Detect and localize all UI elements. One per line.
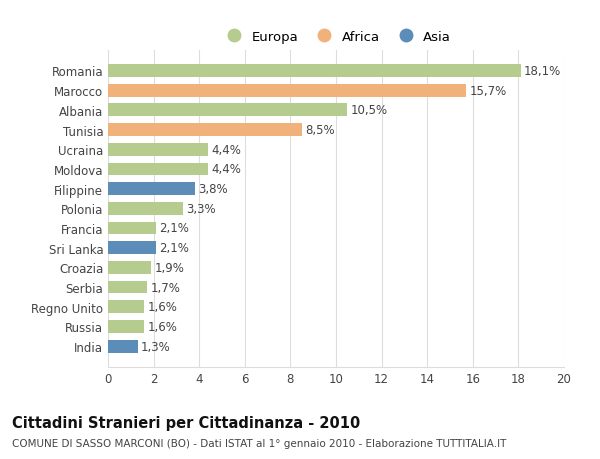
Bar (108, 202, 183, 215)
Text: 3,3%: 3,3% (187, 202, 216, 215)
Text: 10,5%: 10,5% (351, 104, 388, 117)
Text: Cittadini Stranieri per Cittadinanza - 2010: Cittadini Stranieri per Cittadinanza - 2… (12, 415, 360, 431)
Bar (108, 65, 521, 78)
Text: 1,9%: 1,9% (155, 261, 185, 274)
Bar (108, 242, 156, 255)
Bar (108, 281, 147, 294)
Text: 2,1%: 2,1% (160, 242, 189, 255)
Text: 1,3%: 1,3% (141, 340, 171, 353)
Bar (108, 104, 347, 117)
Text: 1,7%: 1,7% (150, 281, 180, 294)
Bar (108, 320, 145, 333)
Text: 4,4%: 4,4% (212, 163, 242, 176)
Bar (108, 340, 137, 353)
Bar (108, 84, 466, 97)
Bar (108, 183, 194, 196)
Bar (108, 301, 145, 313)
Legend: Europa, Africa, Asia: Europa, Africa, Asia (215, 25, 457, 49)
Bar (108, 144, 208, 156)
Text: 4,4%: 4,4% (212, 143, 242, 157)
Bar (108, 163, 208, 176)
Text: 2,1%: 2,1% (160, 222, 189, 235)
Bar (108, 262, 151, 274)
Bar (108, 222, 156, 235)
Text: 1,6%: 1,6% (148, 301, 178, 313)
Bar (108, 124, 302, 137)
Text: 1,6%: 1,6% (148, 320, 178, 333)
Text: 15,7%: 15,7% (469, 84, 506, 97)
Text: COMUNE DI SASSO MARCONI (BO) - Dati ISTAT al 1° gennaio 2010 - Elaborazione TUTT: COMUNE DI SASSO MARCONI (BO) - Dati ISTA… (12, 438, 506, 448)
Text: 8,5%: 8,5% (305, 124, 335, 137)
Text: 18,1%: 18,1% (524, 65, 562, 78)
Text: 3,8%: 3,8% (198, 183, 227, 196)
